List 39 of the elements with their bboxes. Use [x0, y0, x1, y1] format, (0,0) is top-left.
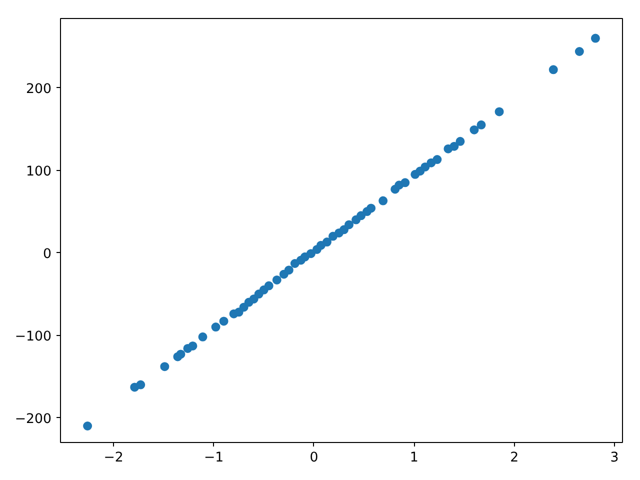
point [432, 155, 442, 164]
y-tick-label: 0 [43, 246, 52, 262]
point [306, 249, 316, 258]
point [450, 142, 459, 151]
x-tick-label: 2 [510, 450, 519, 466]
point [344, 220, 354, 230]
x-tick-label: 0 [310, 450, 318, 466]
point [366, 204, 376, 213]
point [322, 238, 332, 247]
y-tick-label: −100 [14, 329, 52, 344]
point [198, 332, 208, 342]
point [378, 196, 388, 206]
point [136, 380, 146, 390]
point [494, 107, 504, 116]
point [574, 47, 584, 56]
y-tick-label: −200 [14, 412, 52, 427]
x-tick-label: −1 [204, 450, 224, 466]
point [356, 211, 366, 220]
point [590, 34, 600, 43]
point [470, 125, 479, 134]
point [211, 322, 220, 332]
point [476, 120, 486, 130]
y-tick-label: 200 [26, 82, 52, 97]
y-tick-label: 100 [26, 164, 52, 180]
point [219, 316, 228, 326]
point [284, 266, 294, 275]
point [264, 281, 274, 290]
point [400, 178, 410, 188]
point [548, 65, 558, 74]
x-tick-label: −2 [104, 450, 124, 466]
point [456, 136, 465, 146]
point [420, 162, 430, 172]
x-tick-label: 1 [410, 450, 418, 466]
point [176, 350, 186, 359]
point [188, 341, 198, 350]
point [83, 422, 92, 430]
point [272, 276, 282, 284]
x-tick-label: 3 [610, 450, 619, 466]
point [160, 362, 170, 372]
